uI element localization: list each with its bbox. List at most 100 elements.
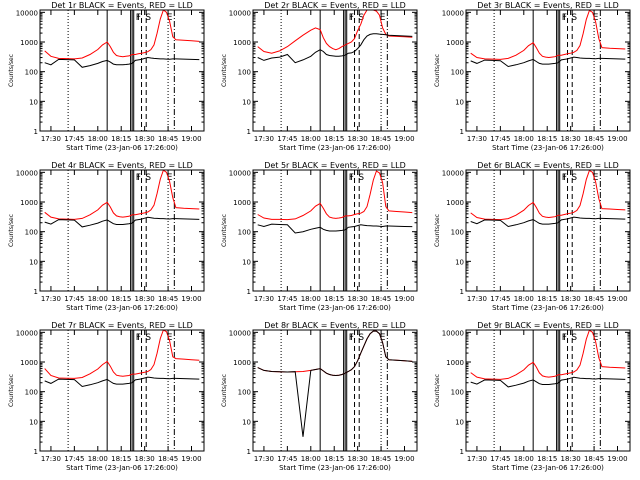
plot-frame <box>252 329 418 452</box>
plot-frame <box>39 169 205 292</box>
lld-series <box>257 10 413 54</box>
y-tick-label: 10000 <box>442 329 464 337</box>
x-tick-label: 18:15 <box>537 455 557 463</box>
plot-frame <box>465 169 631 292</box>
y-tick-label: 10 <box>29 98 38 106</box>
panel-det-4: Det 4r BLACK = Events, RED = LLD SFI E 1 10 1… <box>8 161 205 312</box>
y-tick-label: 10 <box>455 258 464 266</box>
y-tick-label: 1 <box>247 128 251 136</box>
y-tick-label: 10000 <box>16 9 38 17</box>
corner-label: S <box>145 333 151 343</box>
series-group <box>470 330 626 388</box>
x-tick-label: 18:00 <box>301 135 321 143</box>
lld-series <box>470 10 626 60</box>
corner-label: F <box>349 333 354 343</box>
y-tick-label: 10 <box>242 98 251 106</box>
events-series <box>470 376 626 388</box>
series-group <box>44 170 200 228</box>
corner-label: S <box>145 13 151 23</box>
y-tick-label: 100 <box>238 69 251 77</box>
lld-series <box>44 330 200 379</box>
x-tick-label: 18:30 <box>561 455 581 463</box>
y-tick-label: 10000 <box>229 329 251 337</box>
x-tick-label: 18:00 <box>514 135 534 143</box>
x-tick-label: 17:30 <box>467 455 487 463</box>
y-axis-label: Counts/sec <box>221 54 228 87</box>
y-axis-label: Counts/sec <box>221 214 228 247</box>
panel-title: Det 9r BLACK = Events, RED = LLD <box>477 321 619 330</box>
panel-title: Det 5r BLACK = Events, RED = LLD <box>264 161 406 170</box>
panel-det-9: Det 9r BLACK = Events, RED = LLD SFI E 1 10 1… <box>434 321 631 472</box>
x-axis-label: Start Time (23-Jan-06 17:26:00) <box>279 144 391 152</box>
x-axis-label: Start Time (23-Jan-06 17:26:00) <box>66 144 178 152</box>
x-tick-label: 18:15 <box>537 295 557 303</box>
events-series <box>44 56 200 68</box>
corner-label: F <box>562 173 567 183</box>
corner-label: I <box>563 13 566 23</box>
x-tick-label: 18:45 <box>158 455 178 463</box>
x-tick-label: 18:45 <box>371 455 391 463</box>
plot-frame <box>39 329 205 452</box>
y-axis-label: Counts/sec <box>8 214 15 247</box>
x-tick-label: 19:00 <box>607 295 627 303</box>
series-group <box>257 330 413 437</box>
x-tick-label: 17:30 <box>467 295 487 303</box>
y-axis-label: Counts/sec <box>8 54 15 87</box>
x-tick-label: 19:00 <box>181 455 201 463</box>
corner-label: I <box>563 173 566 183</box>
y-tick-label: 10000 <box>229 169 251 177</box>
y-tick-label: 10 <box>455 418 464 426</box>
x-tick-label: 18:45 <box>584 455 604 463</box>
x-tick-label: 18:45 <box>158 135 178 143</box>
corner-label: I <box>137 173 140 183</box>
panel-det-6: Det 6r BLACK = Events, RED = LLD SFI E 1 10 1… <box>434 161 631 312</box>
y-axis-label: Counts/sec <box>221 374 228 407</box>
x-tick-label: 18:45 <box>158 295 178 303</box>
x-axis-label: Start Time (23-Jan-06 17:26:00) <box>279 304 391 312</box>
y-tick-label: 1 <box>460 288 464 296</box>
x-tick-label: 18:30 <box>561 295 581 303</box>
corner-label: S <box>358 13 364 23</box>
corner-label: E <box>380 173 386 183</box>
x-tick-label: 17:30 <box>41 295 61 303</box>
events-series <box>257 330 413 437</box>
panel-det-8: Det 8r BLACK = Events, RED = LLD SFI E 1 10 1… <box>221 321 418 472</box>
corner-label: E <box>167 13 173 23</box>
panel-title: Det 7r BLACK = Events, RED = LLD <box>51 321 193 330</box>
y-tick-label: 10000 <box>442 9 464 17</box>
y-tick-label: 1000 <box>233 199 251 207</box>
lld-series <box>44 170 200 220</box>
plot-frame <box>252 169 418 292</box>
y-tick-label: 10000 <box>229 9 251 17</box>
y-tick-label: 1 <box>460 128 464 136</box>
x-tick-label: 18:15 <box>111 135 131 143</box>
x-tick-label: 19:00 <box>394 295 414 303</box>
panel-det-1: Det 1r BLACK = Events, RED = LLD SFI E 1 10 1… <box>8 1 205 152</box>
series-group <box>44 330 200 388</box>
y-tick-label: 100 <box>25 229 38 237</box>
x-axis-label: Start Time (23-Jan-06 17:26:00) <box>66 304 178 312</box>
x-tick-label: 18:00 <box>88 135 108 143</box>
lld-series <box>470 170 626 221</box>
x-tick-label: 17:45 <box>64 135 84 143</box>
y-tick-label: 1000 <box>446 199 464 207</box>
x-tick-label: 17:30 <box>254 135 274 143</box>
events-series <box>44 376 200 388</box>
y-tick-label: 1 <box>247 288 251 296</box>
y-axis-label: Counts/sec <box>434 374 441 407</box>
corner-label: F <box>349 173 354 183</box>
y-tick-label: 1000 <box>233 359 251 367</box>
y-tick-label: 1 <box>460 448 464 456</box>
corner-label: E <box>593 173 599 183</box>
y-tick-label: 10000 <box>16 169 38 177</box>
x-tick-label: 19:00 <box>607 135 627 143</box>
panel-det-2: Det 2r BLACK = Events, RED = LLD SFI E 1 10 1… <box>221 1 418 152</box>
corner-label: S <box>358 173 364 183</box>
corner-label: I <box>350 173 353 183</box>
x-tick-label: 17:30 <box>41 455 61 463</box>
panel-title: Det 2r BLACK = Events, RED = LLD <box>264 1 406 10</box>
series-group <box>470 170 626 228</box>
y-tick-label: 10000 <box>442 169 464 177</box>
y-tick-label: 100 <box>25 69 38 77</box>
y-tick-label: 1000 <box>446 39 464 47</box>
